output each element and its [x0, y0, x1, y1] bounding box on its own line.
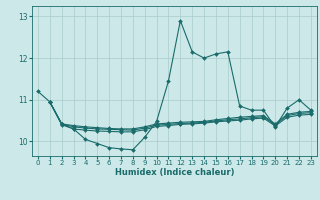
X-axis label: Humidex (Indice chaleur): Humidex (Indice chaleur): [115, 168, 234, 177]
